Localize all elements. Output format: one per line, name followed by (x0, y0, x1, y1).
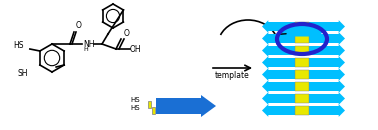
Bar (295, 106, 309, 115)
Bar (295, 58, 309, 67)
Text: HS: HS (14, 41, 24, 50)
FancyArrow shape (262, 56, 297, 69)
Bar (295, 94, 309, 103)
FancyArrow shape (152, 106, 155, 113)
Bar (295, 22, 309, 31)
FancyArrow shape (307, 68, 345, 81)
Bar (295, 82, 309, 91)
Text: O: O (124, 29, 130, 38)
FancyArrow shape (262, 104, 297, 117)
Text: template: template (215, 72, 249, 80)
FancyArrow shape (262, 20, 297, 33)
FancyArrow shape (307, 56, 345, 69)
Text: HS: HS (130, 97, 140, 103)
Bar (295, 34, 309, 43)
FancyArrow shape (148, 100, 151, 108)
FancyArrow shape (262, 80, 297, 93)
FancyArrow shape (307, 44, 345, 57)
Text: H: H (83, 47, 88, 51)
Text: OH: OH (130, 44, 142, 54)
Text: HS: HS (130, 105, 140, 111)
Text: NH: NH (83, 40, 94, 48)
FancyArrow shape (307, 80, 345, 93)
Bar (295, 70, 309, 79)
FancyArrow shape (282, 23, 324, 39)
FancyArrow shape (262, 92, 297, 105)
Text: SH: SH (17, 69, 28, 78)
FancyArrow shape (307, 92, 345, 105)
FancyArrow shape (307, 32, 345, 45)
FancyArrow shape (307, 20, 345, 33)
FancyArrow shape (262, 44, 297, 57)
Text: O: O (76, 21, 82, 30)
FancyArrow shape (262, 32, 297, 45)
FancyArrow shape (262, 68, 297, 81)
FancyArrow shape (156, 95, 216, 117)
Bar (295, 46, 309, 55)
FancyArrow shape (307, 104, 345, 117)
